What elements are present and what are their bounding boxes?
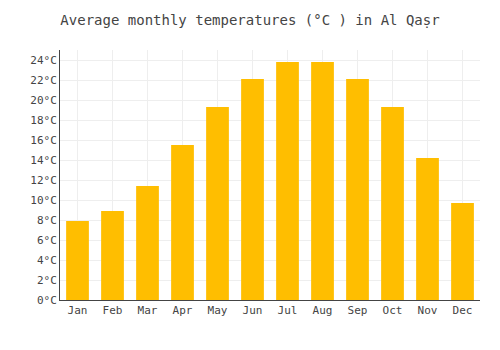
svg-text:6°C: 6°C bbox=[37, 234, 57, 247]
svg-text:Mar: Mar bbox=[138, 304, 158, 317]
svg-text:Dec: Dec bbox=[453, 304, 473, 317]
svg-text:Feb: Feb bbox=[103, 304, 123, 317]
svg-text:12°C: 12°C bbox=[30, 174, 57, 187]
svg-text:14°C: 14°C bbox=[30, 154, 57, 167]
svg-text:0°C: 0°C bbox=[37, 294, 57, 307]
svg-text:Sep: Sep bbox=[348, 304, 368, 317]
svg-text:Aug: Aug bbox=[313, 304, 333, 317]
svg-text:Jun: Jun bbox=[243, 304, 263, 317]
svg-text:22°C: 22°C bbox=[30, 74, 57, 87]
svg-text:Jul: Jul bbox=[278, 304, 298, 317]
svg-text:8°C: 8°C bbox=[37, 214, 57, 227]
svg-text:24°C: 24°C bbox=[30, 54, 57, 67]
svg-text:2°C: 2°C bbox=[37, 274, 57, 287]
svg-text:20°C: 20°C bbox=[30, 94, 57, 107]
svg-text:10°C: 10°C bbox=[30, 194, 57, 207]
svg-text:Nov: Nov bbox=[418, 304, 438, 317]
svg-text:May: May bbox=[208, 304, 228, 317]
svg-text:Apr: Apr bbox=[173, 304, 193, 317]
svg-text:Average monthly temperatures (: Average monthly temperatures (°C ) in Al… bbox=[60, 12, 439, 28]
svg-text:4°C: 4°C bbox=[37, 254, 57, 267]
svg-text:Jan: Jan bbox=[68, 304, 88, 317]
svg-text:16°C: 16°C bbox=[30, 134, 57, 147]
svg-text:18°C: 18°C bbox=[30, 114, 57, 127]
svg-text:Oct: Oct bbox=[383, 304, 403, 317]
